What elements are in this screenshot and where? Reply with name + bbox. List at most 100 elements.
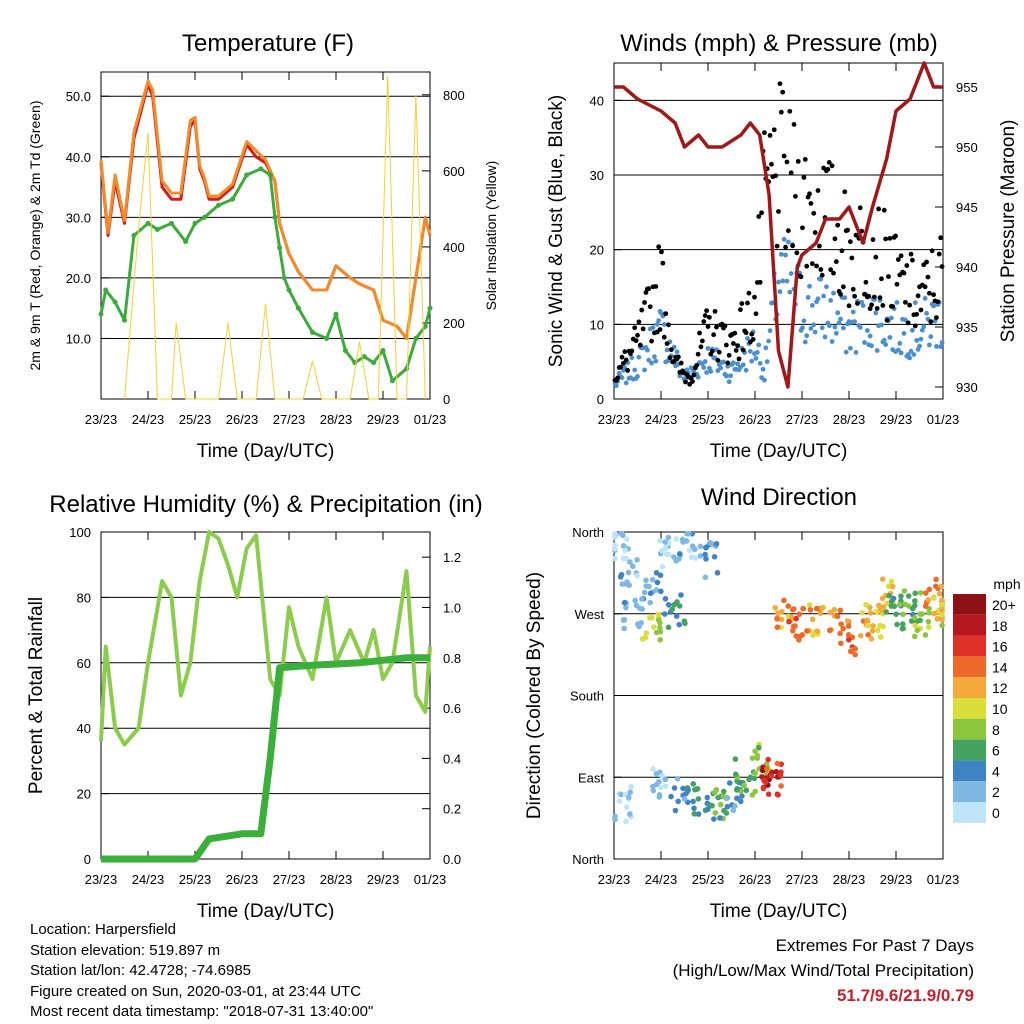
chart-1-series-blue-point (862, 340, 867, 345)
chart-3-point (649, 576, 656, 583)
chart-1-series-black-point (707, 314, 712, 320)
chart-1-series-blue-point (888, 315, 894, 321)
chart-1-series-blue-point (840, 325, 846, 331)
chart-3-point (623, 604, 629, 611)
chart-1-xtick-label: 25/23 (692, 412, 725, 427)
chart-3-point (883, 609, 889, 615)
chart-1-series-blue-point (864, 328, 870, 333)
chart-1-series-blue-point (911, 352, 917, 357)
chart-3-point (653, 770, 660, 777)
chart-1-series-blue-point (842, 295, 848, 301)
chart-3-point (612, 542, 618, 548)
chart-3-point (846, 636, 852, 643)
chart-3-point (673, 536, 680, 542)
chart-3-point (661, 611, 668, 617)
chart-3-point (676, 556, 682, 562)
chart-1-series-blue-point (857, 324, 863, 330)
chart-3-xtick-label: 29/23 (880, 872, 913, 887)
chart-1-series-black-point (938, 235, 944, 241)
chart-1-series-blue-point (887, 335, 893, 340)
chart-0-series-green-point (380, 348, 386, 354)
chart-3-xtick-label: 24/23 (645, 872, 678, 887)
chart-1-series-blue-point (833, 330, 839, 336)
chart-2-xtick-label: 24/23 (132, 872, 165, 887)
chart-1-series-blue-point (869, 343, 874, 349)
chart-1-series-blue-point (781, 236, 787, 242)
chart-0-series-green-point (183, 239, 189, 245)
chart-3-point (865, 631, 871, 638)
chart-1-series-black-point (898, 253, 904, 259)
chart-1-series-black-point (776, 209, 781, 214)
chart-3-point (804, 628, 810, 634)
chart-3-point (938, 583, 945, 590)
chart-1-series-blue-point (800, 325, 805, 331)
chart-1-series-black-point (863, 279, 869, 285)
chart-0-series-green-point (201, 214, 207, 220)
chart-3-point (695, 796, 702, 802)
chart-1-series-black-point (715, 357, 721, 363)
chart-3-point (682, 620, 688, 627)
chart-1-series-black-point (623, 357, 629, 363)
chart-1-series-black-point (698, 344, 704, 350)
chart-3-point (630, 563, 636, 570)
chart-3-point (643, 577, 649, 584)
chart-3-point (792, 623, 798, 629)
chart-3-point (643, 583, 650, 589)
colorbar-swatch (953, 760, 986, 782)
chart-3-point (786, 618, 792, 625)
chart-3-point (651, 624, 657, 630)
chart-1-series-black-point (702, 313, 708, 318)
chart-0-xtick-label: 27/23 (273, 412, 306, 427)
chart-3-point (653, 587, 660, 593)
chart-2-xtick-label: 26/23 (226, 872, 259, 887)
chart-1-series-black-point (816, 243, 822, 249)
chart-1-series-black-point (697, 330, 702, 336)
chart-1-series-blue-point (708, 369, 714, 374)
chart-3-point (717, 815, 723, 821)
chart-0-ylabel: 2m & 9m T (Red, Orange) & 2m Td (Green) (27, 101, 43, 371)
chart-1-series-blue-point (613, 383, 619, 389)
chart-2-ytick-label: 60 (77, 656, 91, 671)
chart-1-series-blue-point (883, 342, 889, 347)
chart-1-series-black-point (714, 324, 719, 330)
chart-1-series-blue-point (924, 310, 929, 316)
chart-2-title: Relative Humidity (%) & Precipitation (i… (49, 491, 482, 518)
chart-1-series-black-point (618, 364, 623, 370)
chart-3-point (676, 550, 683, 557)
chart-0-series-green-point (427, 305, 433, 311)
chart-1-series-black-point (683, 379, 688, 385)
chart-0-series-green-point (122, 317, 127, 323)
chart-1-frame (613, 62, 944, 400)
chart-1-series-blue-point (619, 375, 625, 381)
chart-1-series-blue-point (653, 358, 659, 364)
chart-3-point (723, 810, 730, 816)
chart-0-series-green (99, 167, 432, 383)
chart-3-point (612, 534, 618, 541)
chart-1-series-black-point (745, 300, 750, 306)
chart-1-ytick-label: 10 (590, 317, 604, 332)
chart-3-point (612, 813, 618, 820)
chart-1-series-black-point (629, 348, 635, 354)
chart-1-series-black-point (802, 157, 808, 162)
chart-3-point (711, 816, 717, 822)
chart-2-xtick-label: 28/23 (320, 872, 353, 887)
colorbar-label: 16 (992, 639, 1008, 655)
chart-3-point (939, 622, 945, 629)
chart-3-point (647, 599, 654, 606)
recent-text: Most recent data timestamp: "2018-07-31 … (30, 1003, 374, 1020)
chart-3-point (734, 778, 740, 784)
chart-3-point (936, 590, 943, 597)
chart-1-series-blue-point (652, 354, 657, 360)
chart-1-series-black-point (828, 267, 834, 273)
chart-3-point (880, 623, 886, 630)
chart-3-title: Wind Direction (701, 484, 857, 511)
chart-1-series-black-point (838, 291, 843, 297)
chart-1-ytick-right-label: 950 (956, 140, 978, 155)
chart-1-series-black-point (774, 243, 780, 249)
chart-3-point (797, 633, 804, 639)
chart-2-ytick-right-label: 1.2 (443, 550, 461, 565)
chart-3-point (896, 601, 903, 608)
chart-0-xtick-label: 29/23 (367, 412, 400, 427)
chart-1-series-blue-point (695, 374, 701, 380)
chart-3-xtick-label: 25/23 (692, 872, 725, 887)
